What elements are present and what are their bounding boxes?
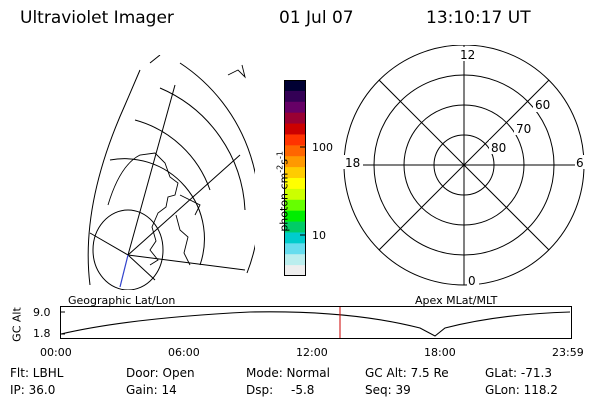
mlt-label-18: 18 [345,156,360,170]
meridian-5 [127,254,156,281]
coastline [107,64,246,266]
instrument-title: Ultraviolet Imager [20,8,174,28]
polar-mlt-plot: 12 18 6 0 60 70 80 [343,45,587,288]
status-glat: GLat: -71.3 [485,366,552,380]
orbit-ytick-low: 1.8 [33,327,51,340]
latitude-arc-pole [109,158,205,266]
colorbar-cell [284,101,306,114]
colorbar-unit-exp2: -1 [275,151,285,159]
colorbar-cell [284,188,306,201]
status-gc-alt: GC Alt: 7.5 Re [365,366,449,380]
colorbar-unit-mid: s [277,158,291,165]
xtick-0000: 00:00 [40,346,72,359]
status-door: Door: Open [126,366,195,380]
colorbar-cell [284,199,306,212]
latitude-arc-outer [179,62,255,274]
orbit-left-title: Geographic Lat/Lon [68,294,176,307]
orbit-altitude-plot [60,306,572,339]
colorbar-cell [284,232,306,244]
time-label: 13:10:17 UT [426,8,531,28]
orbit-plot-frame [60,306,572,339]
colorbar-cell [284,80,306,92]
colorbar-tick-100: 100 [312,141,333,154]
colorbar-cell [284,265,306,276]
orbit-track [119,254,129,288]
colorbar [284,80,306,276]
xtick-2359: 23:59 [552,346,584,359]
colorbar-cell [284,167,306,179]
geographic-map [87,55,255,290]
colorbar-unit-base: photon cm [277,172,291,232]
colorbar-cell [284,210,306,223]
mlt-label-0: 0 [468,274,476,288]
colorbar-unit-exp1: -2 [275,164,285,173]
xtick-1800: 18:00 [424,346,456,359]
latitude-arc-inner [134,119,211,191]
colorbar-cell [284,221,306,234]
meridian-3 [127,254,246,271]
lat-label-60: 60 [535,98,550,112]
status-mode: Mode: Normal [246,366,330,380]
limb-edge-2 [149,55,161,64]
status-flt: Flt: LBHL [10,366,64,380]
colorbar-cell [284,123,306,136]
orbit-ylabel: GC Alt [10,307,24,342]
limb-edge [87,69,141,286]
lat-label-70: 70 [516,122,531,136]
meridian-1 [127,84,176,256]
date-label: 01 Jul 07 [279,8,354,28]
colorbar-cell [284,156,306,168]
mlt-label-12: 12 [460,48,475,62]
meridian-2 [127,154,241,256]
meridian-4 [89,232,129,256]
latitude-arc-mid [159,87,246,211]
colorbar-cell [284,243,306,255]
status-ip: IP: 36.0 [10,383,56,397]
xtick-0600: 06:00 [168,346,200,359]
colorbar-cell [284,254,306,266]
colorbar-cell [284,90,306,103]
status-glon: GLon: 118.2 [485,383,558,397]
status-dsp-label: Dsp: [246,383,274,397]
polar-cap-ellipse [92,209,164,290]
orbit-altitude-curve [60,311,571,337]
status-dsp-value: -5.8 [291,383,315,397]
colorbar-cell [284,112,306,125]
colorbar-cell [284,145,306,157]
status-seq: Seq: 39 [365,383,411,397]
status-gain: Gain: 14 [126,383,177,397]
mlt-label-6: 6 [576,156,584,170]
lat-label-80: 80 [491,141,506,155]
orbit-right-title: Apex MLat/MLT [415,294,498,307]
colorbar-unit-label: photon cm-2s-1 [276,126,291,256]
mlt-diag-2 [378,79,550,251]
xtick-1200: 12:00 [296,346,328,359]
colorbar-cell [284,178,306,190]
colorbar-tick-10: 10 [312,229,326,242]
orbit-ytick-high: 9.0 [33,306,51,319]
colorbar-cell [284,134,306,146]
